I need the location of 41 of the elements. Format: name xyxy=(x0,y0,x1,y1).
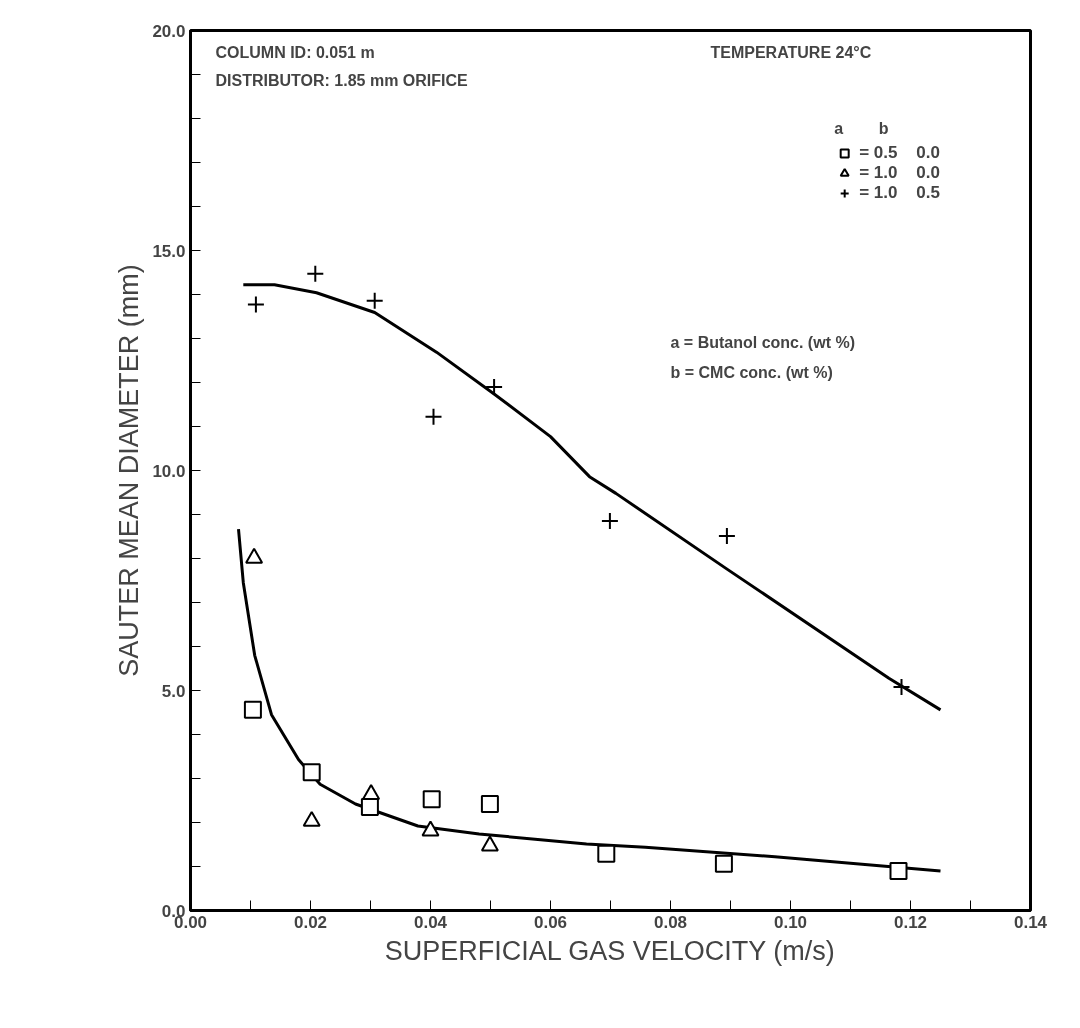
point xyxy=(424,407,443,426)
legend-label: = 1.0 0.5 xyxy=(859,183,940,203)
x-tick-label: 0.12 xyxy=(893,912,928,932)
legend-title: a b xyxy=(834,120,890,138)
point xyxy=(360,798,379,817)
annotation: b = CMC conc. (wt %) xyxy=(670,363,833,381)
x-tick-label: 0.04 xyxy=(413,912,448,932)
point xyxy=(892,677,911,696)
x-tick-label: 0.02 xyxy=(293,912,328,932)
point xyxy=(600,512,619,531)
x-tick-label: 0.10 xyxy=(773,912,808,932)
point xyxy=(243,700,262,719)
y-tick-label: 20.0 xyxy=(152,21,186,41)
x-axis-title: SUPERFICIAL GAS VELOCITY (m/s) xyxy=(384,935,835,966)
point xyxy=(306,264,325,283)
annotation: COLUMN ID: 0.051 m xyxy=(215,43,375,61)
x-tick-label: 0.06 xyxy=(533,912,568,932)
y-tick-label: 5.0 xyxy=(161,681,186,701)
y-axis-title: SAUTER MEAN DIAMETER (mm) xyxy=(114,264,145,677)
line-series xyxy=(241,283,942,712)
point xyxy=(362,784,381,800)
legend-label: = 0.5 0.0 xyxy=(859,143,940,163)
y-tick-label: 10.0 xyxy=(152,461,186,481)
point xyxy=(597,844,616,863)
point xyxy=(365,291,384,310)
point xyxy=(889,861,908,880)
x-tick-label: 0.08 xyxy=(653,912,688,932)
point xyxy=(302,763,321,782)
point xyxy=(422,790,441,809)
legend-label: = 1.0 0.0 xyxy=(859,163,940,183)
x-tick-label: 0.14 xyxy=(1013,912,1048,932)
y-tick-label: 15.0 xyxy=(152,241,186,261)
annotation: TEMPERATURE 24°C xyxy=(710,43,872,61)
annotation: a = Butanol conc. (wt %) xyxy=(670,333,855,351)
point xyxy=(717,527,736,546)
point xyxy=(480,795,499,814)
point xyxy=(246,295,265,314)
point xyxy=(714,854,733,873)
point xyxy=(421,820,440,837)
point xyxy=(480,835,499,852)
annotation: DISTRIBUTOR: 1.85 mm ORIFICE xyxy=(215,71,469,89)
